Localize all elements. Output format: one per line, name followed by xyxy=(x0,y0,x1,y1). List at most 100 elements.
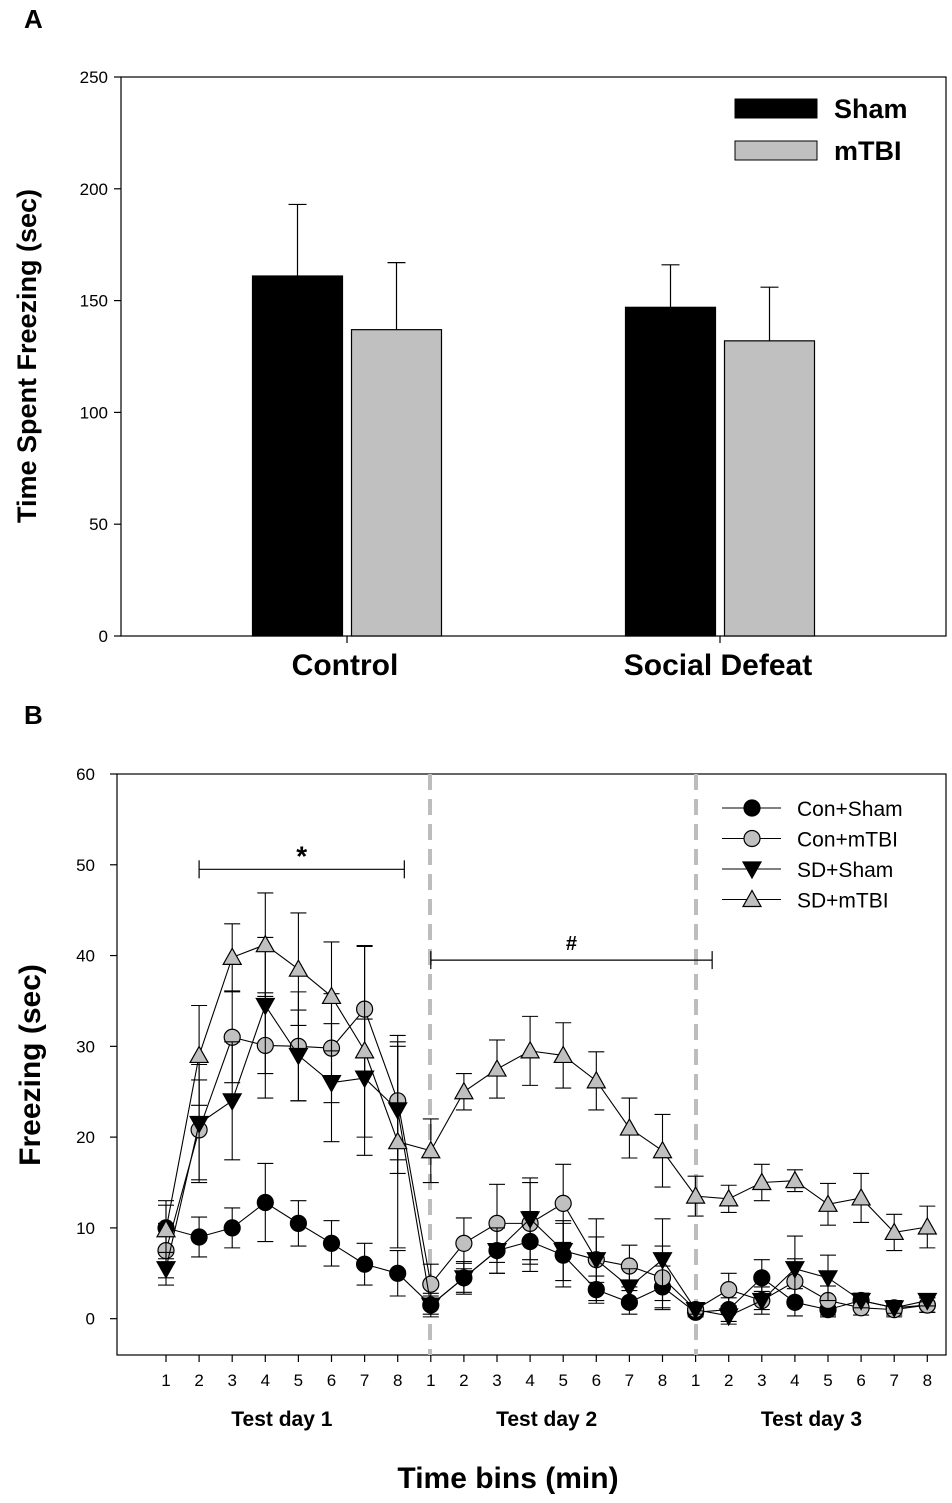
legend-item-con-sham: Con+Sham xyxy=(722,798,903,821)
series-sd-sham xyxy=(155,936,938,1327)
y-tick-label: 0 xyxy=(99,627,108,646)
data-point xyxy=(256,1193,274,1212)
data-point xyxy=(288,1047,309,1066)
data-point xyxy=(486,1243,508,1261)
day-group-label: Test day 1 xyxy=(231,1408,332,1431)
y-tick-label: 30 xyxy=(76,1037,95,1056)
legend-swatch-mtbi xyxy=(734,140,818,161)
data-point xyxy=(387,1131,408,1150)
x-axis: Control Social Defeat xyxy=(292,636,812,682)
line-chart-panel-b: 0 10 20 30 40 50 60 1 2 3 4 5 6 7 8 1 2 3 4 5 6 7 8 1 2 3 4 5 6 7 8 *… xyxy=(14,765,947,1495)
y-tick-label: 150 xyxy=(80,292,108,311)
data-point xyxy=(255,997,276,1016)
x-axis: 1 2 3 4 5 6 7 8 1 2 3 4 5 6 7 8 1 2 3 4 5 6 7 8 xyxy=(161,1355,932,1390)
series-con-sham xyxy=(157,1162,936,1322)
series-line xyxy=(165,1008,928,1311)
x-tick-label: 7 xyxy=(625,1371,634,1390)
x-tick-label: 1 xyxy=(161,1371,170,1390)
data-point xyxy=(189,1045,210,1064)
data-point xyxy=(322,1234,341,1252)
legend-label: SD+mTBI xyxy=(797,890,889,913)
data-point xyxy=(586,1252,607,1270)
data-point xyxy=(884,1222,905,1241)
data-point xyxy=(190,1228,208,1246)
data-point xyxy=(586,1070,607,1089)
y-axis-label: Time Spent Freezing (sec) xyxy=(12,189,42,523)
legend-swatch-sham xyxy=(734,98,818,119)
y-tick-label: 100 xyxy=(80,403,108,422)
data-point xyxy=(420,1297,441,1316)
annotation-symbol: # xyxy=(566,933,577,955)
legend-label-sham: Sham xyxy=(834,94,908,124)
data-point xyxy=(189,1115,210,1134)
series-con-mtbi xyxy=(157,945,936,1319)
data-point xyxy=(619,1117,640,1136)
legend-item-con-mtbi: Con+mTBI xyxy=(722,829,898,852)
series-line xyxy=(165,944,928,1234)
data-point xyxy=(422,1275,440,1293)
data-point xyxy=(222,1093,243,1112)
data-point xyxy=(751,1172,772,1191)
data-point xyxy=(652,1140,673,1159)
legend-marker xyxy=(741,861,763,880)
y-axis-label: Freezing (sec) xyxy=(14,964,47,1166)
data-point xyxy=(453,1081,474,1100)
legend-item-sd-sham: SD+Sham xyxy=(722,859,893,882)
x-tick-label: 7 xyxy=(889,1371,898,1390)
data-point xyxy=(784,1261,805,1279)
data-point xyxy=(288,958,309,977)
x-tick-label: 2 xyxy=(459,1371,468,1390)
y-tick-label: 20 xyxy=(76,1128,95,1147)
y-tick-label: 200 xyxy=(80,180,108,199)
bar-mtbi xyxy=(723,340,816,637)
x-tick-label: 2 xyxy=(194,1371,203,1390)
data-point xyxy=(817,1194,839,1212)
x-tick-label: 5 xyxy=(294,1371,303,1390)
y-tick-label: 60 xyxy=(76,765,95,784)
data-point xyxy=(652,1252,673,1270)
x-tick-label: 6 xyxy=(856,1371,865,1390)
data-point xyxy=(817,1270,839,1289)
data-point xyxy=(917,1292,938,1311)
data-point xyxy=(420,1140,441,1159)
data-point xyxy=(553,1243,574,1261)
bar-mtbi xyxy=(350,329,443,637)
legend-item-sd-mtbi: SD+mTBI xyxy=(722,889,889,913)
bar-sham xyxy=(624,306,717,637)
legend: Sham mTBI xyxy=(734,94,908,166)
data-point xyxy=(554,1194,572,1212)
data-point xyxy=(851,1187,872,1206)
x-tick-label: 3 xyxy=(227,1371,236,1390)
legend-label: Con+mTBI xyxy=(797,829,898,852)
legend-label: SD+Sham xyxy=(797,859,893,882)
bar-chart-panel-a: 0 50 100 150 200 250 Control Social Defeat Tim… xyxy=(12,68,947,682)
legend-marker xyxy=(743,799,761,817)
bar-sham xyxy=(251,275,344,637)
data-point xyxy=(155,1219,177,1238)
y-tick-label: 10 xyxy=(76,1219,95,1238)
plot-frame xyxy=(116,773,947,1356)
data-point xyxy=(222,947,243,965)
legend-label-mtbi: mTBI xyxy=(834,136,902,166)
data-point xyxy=(884,1300,905,1319)
y-tick-label: 50 xyxy=(89,515,108,534)
x-axis-label: Time bins (min) xyxy=(397,1462,618,1495)
data-point xyxy=(453,1270,474,1289)
panel-label-b: B xyxy=(24,700,43,730)
x-tick-label: 8 xyxy=(923,1371,932,1390)
x-tick-label: 4 xyxy=(790,1371,799,1390)
data-point xyxy=(486,1058,508,1077)
panel-label-a: A xyxy=(24,4,43,34)
x-tick-label: 6 xyxy=(592,1371,601,1390)
data-point xyxy=(718,1188,739,1207)
data-point xyxy=(851,1292,872,1311)
annotation-symbol: * xyxy=(296,840,307,871)
data-point xyxy=(321,986,342,1005)
data-point xyxy=(685,1185,706,1204)
data-point xyxy=(784,1170,805,1189)
y-tick-label: 40 xyxy=(76,947,95,966)
x-tick-label: 4 xyxy=(525,1371,534,1390)
x-tick-label: 8 xyxy=(393,1371,402,1390)
data-point xyxy=(389,1264,407,1282)
data-point xyxy=(321,1075,342,1093)
